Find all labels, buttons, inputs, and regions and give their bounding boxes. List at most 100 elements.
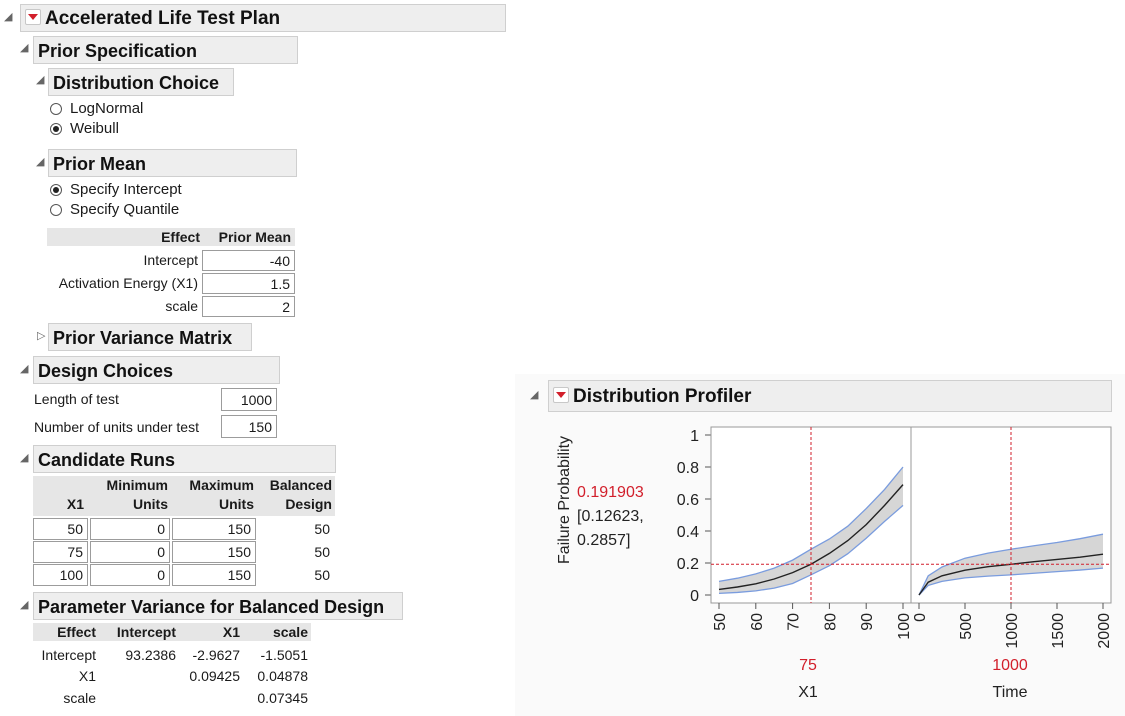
- x1-axis-label: X1: [798, 684, 818, 701]
- section-header-profiler[interactable]: Distribution Profiler: [548, 380, 1112, 412]
- radio-lognormal[interactable]: [50, 103, 62, 115]
- section-header-prior-mean[interactable]: Prior Mean: [48, 149, 297, 177]
- radio-weibull[interactable]: [50, 123, 62, 135]
- disclosure-open-icon[interactable]: ◢: [20, 363, 29, 375]
- candidate-min-input[interactable]: 0: [90, 518, 170, 540]
- section-header-prior-variance[interactable]: Prior Variance Matrix: [48, 323, 252, 351]
- disclosure-open-icon[interactable]: ◢: [36, 74, 45, 86]
- candidate-x1-input[interactable]: 100: [33, 564, 88, 586]
- y-tick-label: 0.8: [677, 460, 699, 477]
- prior-mean-table-header: [47, 228, 295, 246]
- col-header-x1: X1: [66, 496, 84, 512]
- param-variance-header: [33, 623, 311, 641]
- candidate-balanced: 50: [314, 567, 330, 583]
- lower-bound-line: [918, 567, 1104, 596]
- col-header-max-2: Units: [219, 496, 254, 512]
- y-tick-label: 1: [690, 428, 699, 445]
- current-value: 0.191903: [577, 484, 644, 501]
- pv-cell: 0.09425: [189, 668, 240, 684]
- pv-row-effect: scale: [63, 690, 96, 706]
- col-header-min-1: Minimum: [106, 477, 168, 493]
- x1-current-value[interactable]: 75: [799, 657, 817, 674]
- length-of-test-input[interactable]: 1000: [221, 388, 277, 411]
- label-specify-intercept: Specify Intercept: [70, 181, 182, 198]
- row-effect-intercept: Intercept: [143, 252, 198, 268]
- label-units-under-test: Number of units under test: [34, 419, 199, 435]
- time-current-value[interactable]: 1000: [992, 657, 1028, 674]
- x-tick-label: 1000: [1004, 613, 1021, 649]
- x-tick-label: 50: [712, 613, 729, 631]
- candidate-min-input[interactable]: 0: [90, 564, 170, 586]
- col-header-x1: X1: [222, 624, 240, 640]
- section-header-param-variance[interactable]: Parameter Variance for Balanced Design: [33, 592, 403, 620]
- x-tick-label: 60: [749, 613, 766, 631]
- section-header-distribution[interactable]: Distribution Choice: [48, 68, 234, 96]
- section-header-altp[interactable]: Accelerated Life Test Plan: [20, 4, 506, 32]
- time-panel[interactable]: 0 500 1000 1500 2000: [910, 426, 1113, 649]
- disclosure-open-icon[interactable]: ◢: [530, 389, 539, 401]
- candidate-balanced: 50: [314, 521, 330, 537]
- y-axis: 0 0.2 0.4 0.6 0.8 1: [677, 427, 712, 605]
- disclosure-open-icon[interactable]: ◢: [20, 452, 29, 464]
- x-tick-label: 70: [786, 613, 803, 631]
- col-header-effect: Effect: [161, 229, 200, 245]
- x-tick-label: 500: [958, 613, 975, 640]
- candidate-max-input[interactable]: 150: [172, 541, 256, 563]
- prior-mean-scale-input[interactable]: 2: [202, 296, 295, 317]
- disclosure-closed-icon[interactable]: ▷: [37, 330, 46, 342]
- radio-specify-intercept[interactable]: [50, 184, 62, 196]
- col-header-max-1: Maximum: [189, 477, 254, 493]
- pv-cell: 0.07345: [257, 690, 308, 706]
- candidate-x1-input[interactable]: 75: [33, 541, 88, 563]
- ci-upper: 0.2857]: [577, 532, 630, 549]
- prior-mean-intercept-input[interactable]: -40: [202, 250, 295, 271]
- disclosure-open-icon[interactable]: ◢: [20, 599, 29, 611]
- col-header-bal-1: Balanced: [269, 477, 332, 493]
- y-tick-label: 0: [690, 588, 699, 605]
- units-under-test-input[interactable]: 150: [221, 415, 277, 438]
- x-tick-label: 80: [822, 613, 839, 631]
- series-line: [918, 553, 1104, 596]
- prior-mean-activation-input[interactable]: 1.5: [202, 273, 295, 294]
- candidate-max-input[interactable]: 150: [172, 518, 256, 540]
- col-header-effect: Effect: [57, 624, 96, 640]
- pv-cell: 0.04878: [257, 668, 308, 684]
- section-header-prior-spec[interactable]: Prior Specification: [33, 36, 298, 64]
- radio-specify-quantile[interactable]: [50, 204, 62, 216]
- label-weibull: Weibull: [70, 120, 119, 137]
- col-header-min-2: Units: [133, 496, 168, 512]
- disclosure-open-icon[interactable]: ◢: [20, 42, 29, 54]
- col-header-bal-2: Design: [285, 496, 332, 512]
- red-triangle-menu-icon[interactable]: [553, 387, 569, 404]
- x1-panel[interactable]: 50 60 70 80 90 100: [710, 426, 913, 640]
- candidate-max-input[interactable]: 150: [172, 564, 256, 586]
- disclosure-open-icon[interactable]: ◢: [4, 11, 13, 23]
- candidate-x1-input[interactable]: 50: [33, 518, 88, 540]
- candidate-runs-header: [33, 476, 335, 516]
- section-header-design-choices[interactable]: Design Choices: [33, 356, 280, 384]
- y-axis-label: Failure Probability: [556, 436, 573, 564]
- pv-cell: -1.5051: [260, 647, 308, 663]
- x-tick-label: 2000: [1096, 613, 1113, 649]
- ci-lower: [0.12623,: [577, 508, 644, 525]
- x-tick-label: 100: [896, 613, 913, 640]
- disclosure-open-icon[interactable]: ◢: [36, 156, 45, 168]
- y-tick-label: 0.2: [677, 556, 699, 573]
- app-title: Accelerated Life Test Plan: [45, 8, 281, 29]
- x-tick-label: 90: [859, 613, 876, 631]
- candidate-balanced: 50: [314, 544, 330, 560]
- upper-bound-line: [918, 533, 1104, 596]
- row-effect-activation: Activation Energy (X1): [58, 275, 198, 291]
- pv-cell: 93.2386: [125, 647, 176, 663]
- time-axis-label: Time: [993, 684, 1028, 701]
- red-triangle-menu-icon[interactable]: [25, 9, 41, 26]
- y-tick-label: 0.4: [677, 524, 699, 541]
- x-tick-label: 0: [912, 613, 929, 622]
- y-tick-label: 0.6: [677, 492, 699, 509]
- candidate-min-input[interactable]: 0: [90, 541, 170, 563]
- label-lognormal: LogNormal: [70, 100, 144, 117]
- row-effect-scale: scale: [165, 298, 198, 314]
- profiler-chart: Failure Probability 0.191903 [0.12623, 0…: [556, 426, 1113, 701]
- col-header-scale: scale: [272, 624, 308, 640]
- section-header-candidate-runs[interactable]: Candidate Runs: [33, 445, 336, 473]
